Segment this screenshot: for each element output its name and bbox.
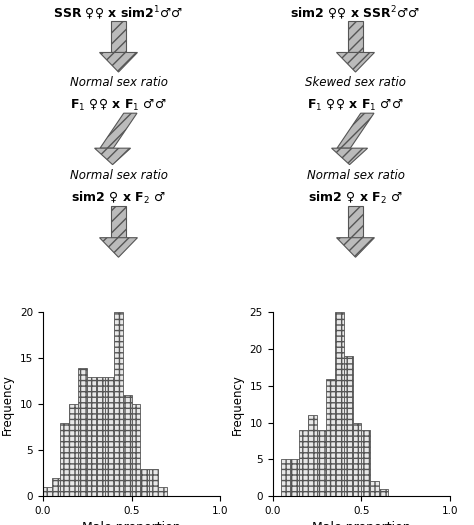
Bar [158,487,167,496]
Y-axis label: Frequency: Frequency [231,374,244,435]
Polygon shape [348,206,363,238]
Bar [43,487,52,496]
Bar [308,415,317,496]
Text: sim2 ♀ x F$_2$ ♂: sim2 ♀ x F$_2$ ♂ [308,190,403,206]
Bar [361,430,370,496]
X-axis label: Male proportion: Male proportion [312,521,411,525]
Bar [105,377,114,496]
Bar [326,379,335,496]
Bar [335,312,344,496]
Bar [87,377,96,496]
Bar [140,469,149,496]
Bar [149,469,158,496]
Polygon shape [337,113,374,148]
Polygon shape [348,20,363,53]
X-axis label: Male proportion: Male proportion [82,521,181,525]
Text: sim2 ♀♀ x SSR$^2$♂♂: sim2 ♀♀ x SSR$^2$♂♂ [291,4,420,22]
Bar [317,430,326,496]
Text: Skewed sex ratio: Skewed sex ratio [305,77,406,89]
Bar [123,395,131,496]
Bar [353,423,361,496]
Text: F$_1$ ♀♀ x F$_1$ ♂♂: F$_1$ ♀♀ x F$_1$ ♂♂ [70,97,167,113]
Bar [69,404,78,496]
Bar [78,368,87,496]
Text: Normal sex ratio: Normal sex ratio [307,169,404,182]
Polygon shape [111,20,126,53]
Bar [290,459,299,496]
Bar [282,459,290,496]
Polygon shape [100,113,137,148]
Bar [114,312,123,496]
Y-axis label: Frequency: Frequency [1,374,14,435]
Polygon shape [332,148,368,165]
Bar [52,478,61,496]
Text: SSR ♀♀ x sim2$^1$♂♂: SSR ♀♀ x sim2$^1$♂♂ [54,4,183,22]
Bar [370,481,379,496]
Polygon shape [95,148,131,165]
Bar [379,489,388,496]
Polygon shape [111,206,126,238]
Bar [61,423,69,496]
Polygon shape [337,238,374,257]
Text: F$_1$ ♀♀ x F$_1$ ♂♂: F$_1$ ♀♀ x F$_1$ ♂♂ [307,97,404,113]
Polygon shape [337,52,374,72]
Bar [96,377,105,496]
Text: Normal sex ratio: Normal sex ratio [70,169,167,182]
Polygon shape [100,52,137,72]
Polygon shape [100,238,137,257]
Bar [299,430,308,496]
Text: Normal sex ratio: Normal sex ratio [70,77,167,89]
Bar [131,404,140,496]
Text: sim2 ♀ x F$_2$ ♂: sim2 ♀ x F$_2$ ♂ [71,190,166,206]
Bar [344,356,353,496]
